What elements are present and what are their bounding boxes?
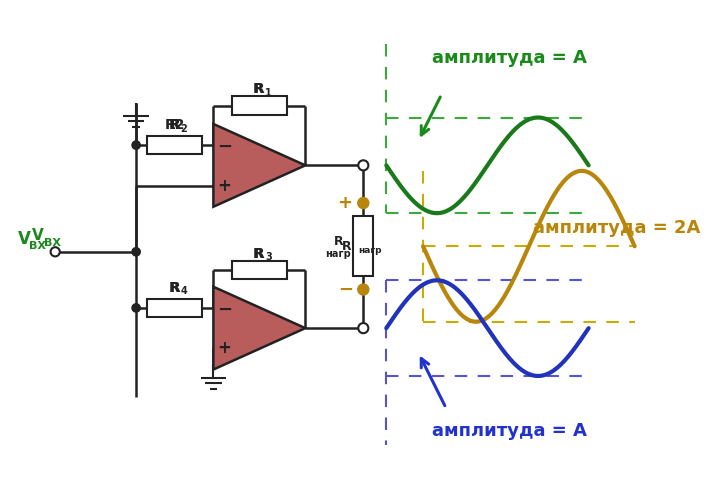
- Text: V: V: [32, 228, 44, 243]
- Text: 2: 2: [180, 124, 187, 134]
- Bar: [147, 299, 202, 317]
- Circle shape: [359, 323, 369, 333]
- Text: −: −: [338, 280, 354, 298]
- Text: амплитуда = 2A: амплитуда = 2A: [534, 219, 701, 237]
- Circle shape: [359, 160, 369, 170]
- Text: R: R: [342, 240, 351, 253]
- Text: R2: R2: [164, 118, 185, 132]
- Text: −: −: [217, 138, 232, 156]
- Text: R: R: [169, 118, 180, 132]
- Text: −: −: [217, 301, 232, 319]
- Text: R: R: [333, 235, 343, 248]
- Text: V: V: [19, 230, 31, 248]
- Circle shape: [132, 304, 140, 312]
- Bar: [232, 261, 287, 279]
- Text: 1: 1: [265, 88, 271, 98]
- Bar: [354, 217, 374, 276]
- Circle shape: [132, 248, 140, 256]
- Text: +: +: [337, 194, 352, 212]
- Text: амплитуда = A: амплитуда = A: [432, 49, 588, 67]
- Text: нагр: нагр: [325, 249, 351, 258]
- Circle shape: [358, 198, 369, 209]
- Text: нагр: нагр: [358, 247, 382, 255]
- Circle shape: [50, 247, 60, 256]
- Polygon shape: [213, 124, 305, 207]
- Text: BX: BX: [30, 242, 46, 251]
- Text: R: R: [253, 82, 264, 96]
- Circle shape: [132, 141, 140, 149]
- Text: BX: BX: [44, 238, 61, 248]
- Text: 4: 4: [180, 286, 187, 296]
- Text: +: +: [217, 177, 231, 195]
- Polygon shape: [213, 287, 305, 370]
- Bar: [232, 96, 287, 115]
- Text: +: +: [217, 339, 231, 357]
- Text: R: R: [254, 247, 265, 260]
- Text: амплитуда = A: амплитуда = A: [432, 422, 588, 440]
- Text: R: R: [169, 280, 180, 295]
- Text: R: R: [254, 82, 265, 96]
- Bar: [147, 136, 202, 154]
- Text: 3: 3: [265, 252, 271, 262]
- Circle shape: [358, 284, 369, 295]
- Text: R: R: [253, 247, 264, 260]
- Text: R: R: [168, 118, 179, 132]
- Text: R: R: [168, 280, 179, 295]
